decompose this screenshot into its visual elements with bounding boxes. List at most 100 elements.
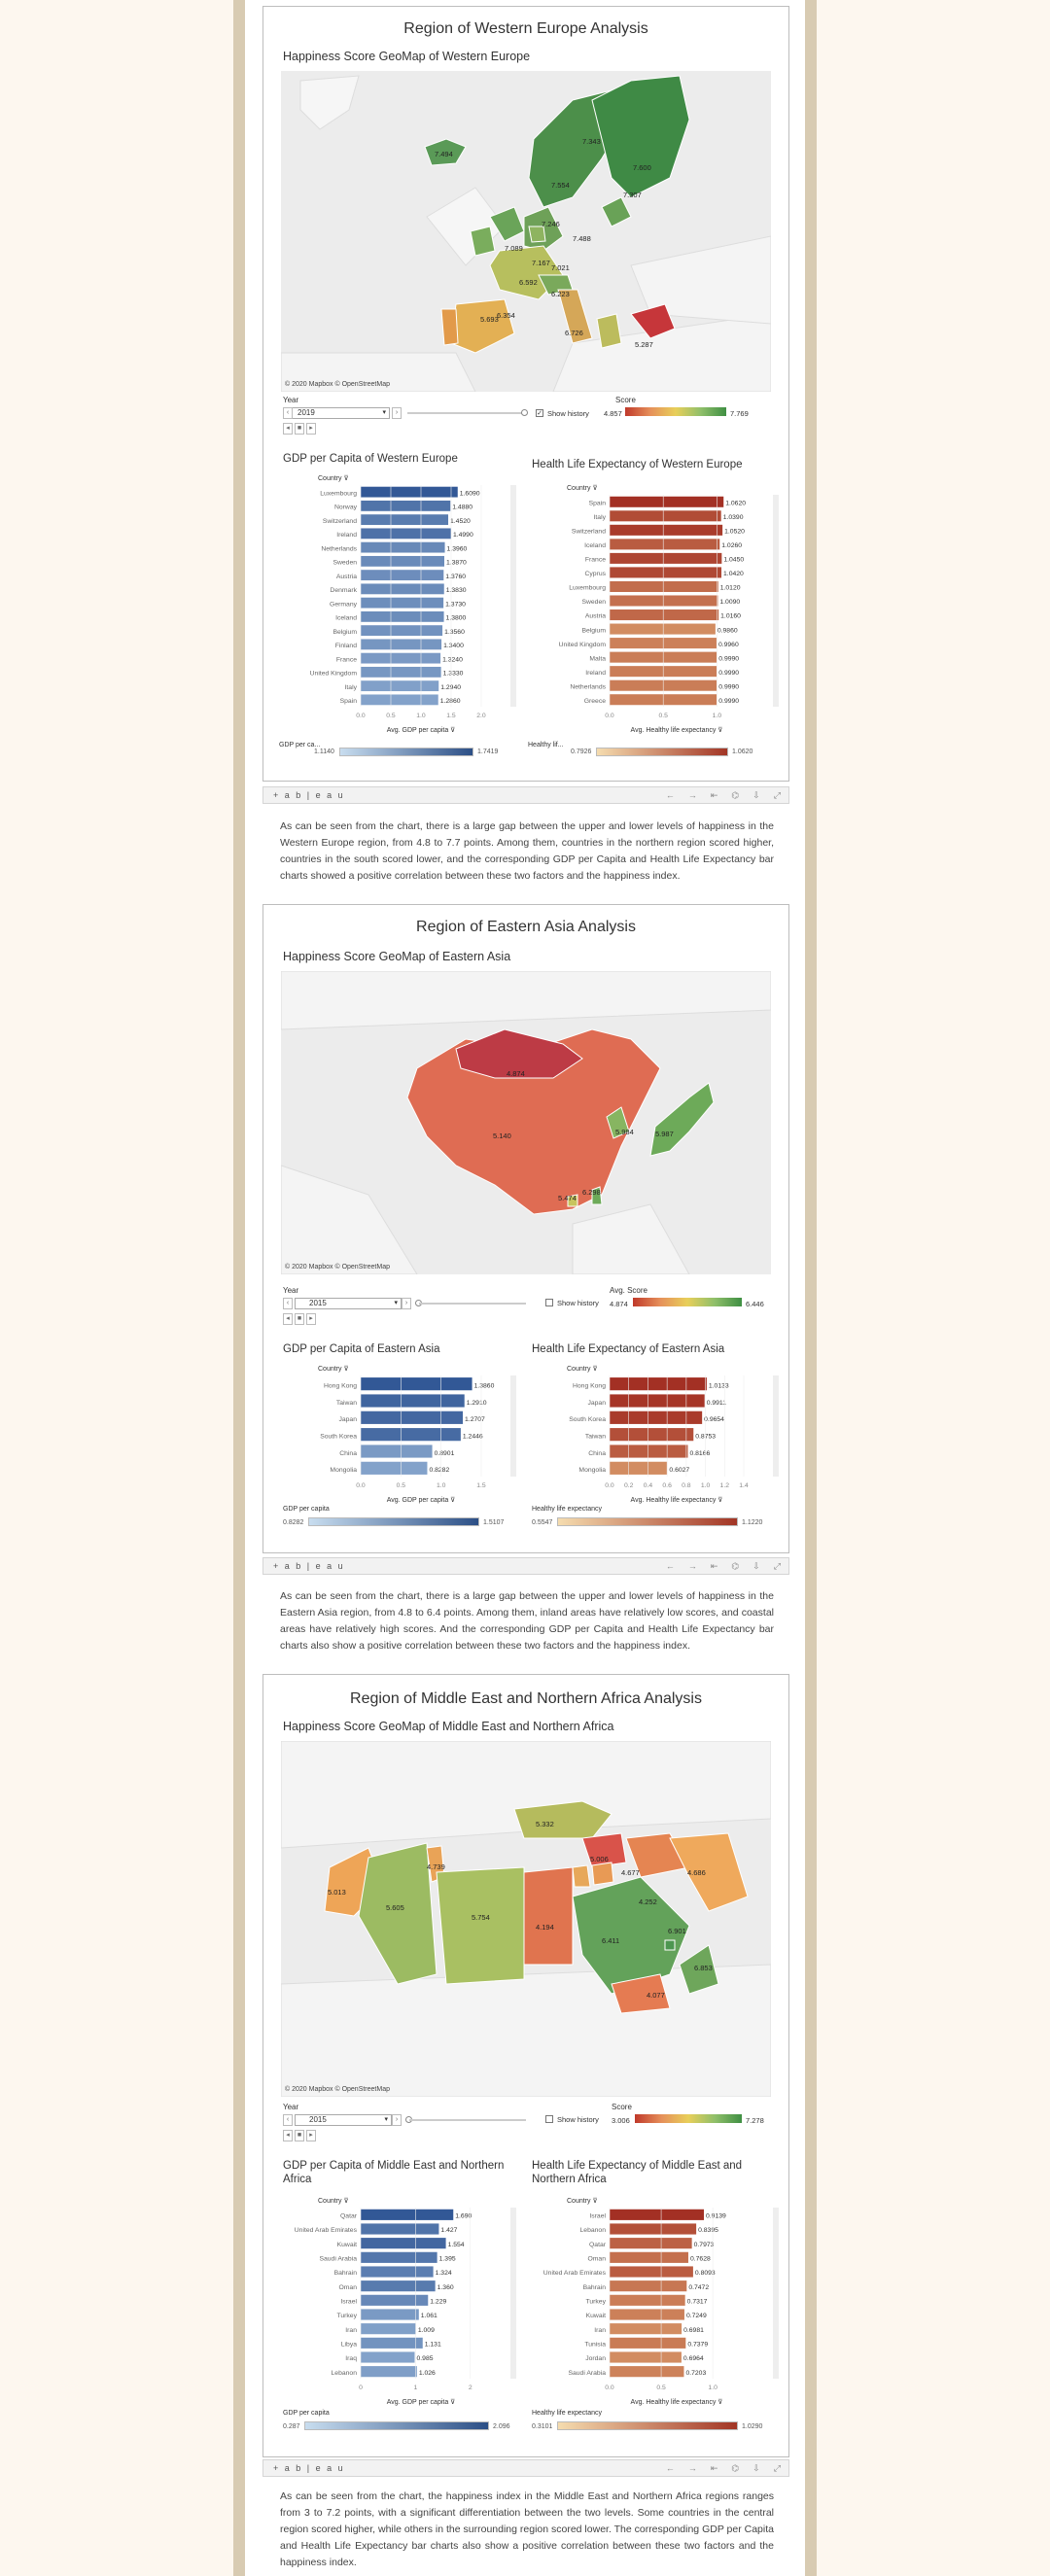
bar[interactable] (610, 2223, 697, 2235)
bar[interactable] (610, 539, 720, 550)
gdp-bar-chart[interactable]: Country ⊽ Luxembourg 1.6090 Norway 1.4880 Swi… (277, 471, 520, 738)
bar[interactable] (610, 2351, 682, 2363)
download-icon[interactable]: ⇩ (752, 1561, 760, 1571)
bar[interactable] (361, 1445, 433, 1458)
bar[interactable] (361, 2351, 415, 2363)
share-icon[interactable]: ⌬ (731, 1561, 740, 1571)
bar[interactable] (610, 609, 719, 621)
download-icon[interactable]: ⇩ (752, 2463, 760, 2473)
redo-icon[interactable]: → (687, 1561, 697, 1571)
bar[interactable] (361, 1461, 428, 1475)
revert-icon[interactable]: ⇤ (710, 790, 718, 800)
fullscreen-icon[interactable]: ⤢ (773, 2463, 781, 2473)
bar[interactable] (610, 1410, 703, 1424)
year-slider[interactable] (409, 2119, 526, 2121)
bar[interactable] (610, 510, 721, 522)
year-select[interactable]: 2015 ▾ (295, 2114, 392, 2126)
year-select[interactable]: 2015 ▾ (295, 1298, 402, 1309)
scrollbar[interactable] (773, 1375, 779, 1477)
stop-button[interactable]: ■ (295, 1313, 304, 1325)
bar[interactable] (610, 580, 718, 592)
bar[interactable] (610, 2337, 686, 2349)
bar[interactable] (610, 1428, 694, 1442)
bar[interactable] (361, 500, 451, 511)
geomap-western-europe[interactable]: 7.494 7.554 7.343 7.600 7.246 7.488 7.08… (281, 71, 771, 392)
next-year-button[interactable]: › (402, 1298, 411, 1309)
bar[interactable] (361, 2294, 429, 2306)
bar[interactable] (361, 486, 458, 498)
bar[interactable] (610, 524, 723, 536)
scrollbar[interactable] (510, 485, 516, 707)
bar[interactable] (361, 2223, 439, 2235)
bar[interactable] (361, 680, 439, 692)
bar[interactable] (610, 2294, 685, 2306)
next-year-button[interactable]: › (392, 2114, 402, 2126)
hle-bar-chart[interactable]: Country ⊽ Hong Kong 1.0133 Japan 0.9911 South… (526, 1362, 783, 1508)
bar[interactable] (361, 1428, 461, 1442)
geomap-eastern-asia[interactable]: 4.874 5.140 5.984 5.987 5.474 6.298 © 20… (281, 971, 771, 1274)
scrollbar[interactable] (510, 1375, 516, 1477)
undo-icon[interactable]: ← (665, 2463, 675, 2473)
bar[interactable] (361, 652, 441, 664)
bar[interactable] (610, 595, 718, 607)
play-forward-button[interactable]: ▸ (306, 423, 316, 435)
scrollbar[interactable] (510, 2208, 516, 2379)
bar[interactable] (361, 2280, 436, 2292)
share-icon[interactable]: ⌬ (731, 790, 740, 800)
bar[interactable] (610, 2209, 705, 2220)
prev-year-button[interactable]: ‹ (283, 1298, 293, 1309)
bar[interactable] (361, 1410, 464, 1424)
redo-icon[interactable]: → (687, 790, 697, 800)
geomap-mena[interactable]: 5.332 4.739 5.013 5.605 5.754 4.194 6.41… (281, 1741, 771, 2097)
play-forward-button[interactable]: ▸ (306, 1313, 316, 1325)
bar[interactable] (361, 1377, 472, 1391)
bar[interactable] (610, 623, 716, 635)
bar[interactable] (361, 514, 449, 526)
bar[interactable] (361, 694, 438, 706)
bar[interactable] (361, 2209, 454, 2220)
bar[interactable] (610, 1394, 705, 1408)
year-slider[interactable] (407, 412, 524, 414)
bar[interactable] (361, 2366, 417, 2378)
download-icon[interactable]: ⇩ (752, 790, 760, 800)
scrollbar[interactable] (773, 2208, 779, 2379)
bar[interactable] (361, 2266, 434, 2278)
stop-button[interactable]: ■ (295, 2130, 304, 2141)
bar[interactable] (610, 1445, 688, 1458)
bar[interactable] (361, 2337, 423, 2349)
fullscreen-icon[interactable]: ⤢ (773, 790, 781, 800)
bar[interactable] (610, 2309, 684, 2320)
bar[interactable] (361, 597, 444, 609)
bar[interactable] (361, 583, 444, 595)
show-history-checkbox[interactable]: ✓ (536, 409, 543, 417)
undo-icon[interactable]: ← (665, 1561, 675, 1571)
show-history-checkbox[interactable] (545, 1299, 553, 1306)
bar[interactable] (610, 1461, 668, 1475)
bar[interactable] (610, 2366, 684, 2378)
share-icon[interactable]: ⌬ (731, 2463, 740, 2473)
play-forward-button[interactable]: ▸ (306, 2130, 316, 2141)
play-back-button[interactable]: ◂ (283, 423, 293, 435)
bar[interactable] (610, 496, 724, 507)
bar[interactable] (361, 570, 444, 581)
bar[interactable] (361, 528, 451, 540)
bar[interactable] (361, 541, 445, 553)
bar[interactable] (361, 666, 441, 678)
bar[interactable] (610, 1377, 707, 1391)
bar[interactable] (610, 2266, 693, 2278)
bar[interactable] (361, 2251, 438, 2263)
bar[interactable] (361, 2323, 416, 2335)
year-slider-handle[interactable] (521, 409, 528, 416)
bar[interactable] (610, 567, 722, 578)
play-back-button[interactable]: ◂ (283, 1313, 293, 1325)
gdp-bar-chart[interactable]: Country ⊽ Hong Kong 1.3860 Taiwan 1.2910 Japa… (277, 1362, 520, 1508)
year-slider[interactable] (419, 1303, 526, 1305)
hle-bar-chart[interactable]: Country ⊽ Israel 0.9139 Lebanon 0.8395 Qatar 0… (526, 2194, 783, 2410)
show-history-checkbox[interactable] (545, 2115, 553, 2123)
bar[interactable] (361, 1394, 465, 1408)
stop-button[interactable]: ■ (295, 423, 304, 435)
scrollbar[interactable] (773, 495, 779, 707)
revert-icon[interactable]: ⇤ (710, 1561, 718, 1571)
bar[interactable] (610, 2323, 682, 2335)
bar[interactable] (610, 2238, 692, 2249)
